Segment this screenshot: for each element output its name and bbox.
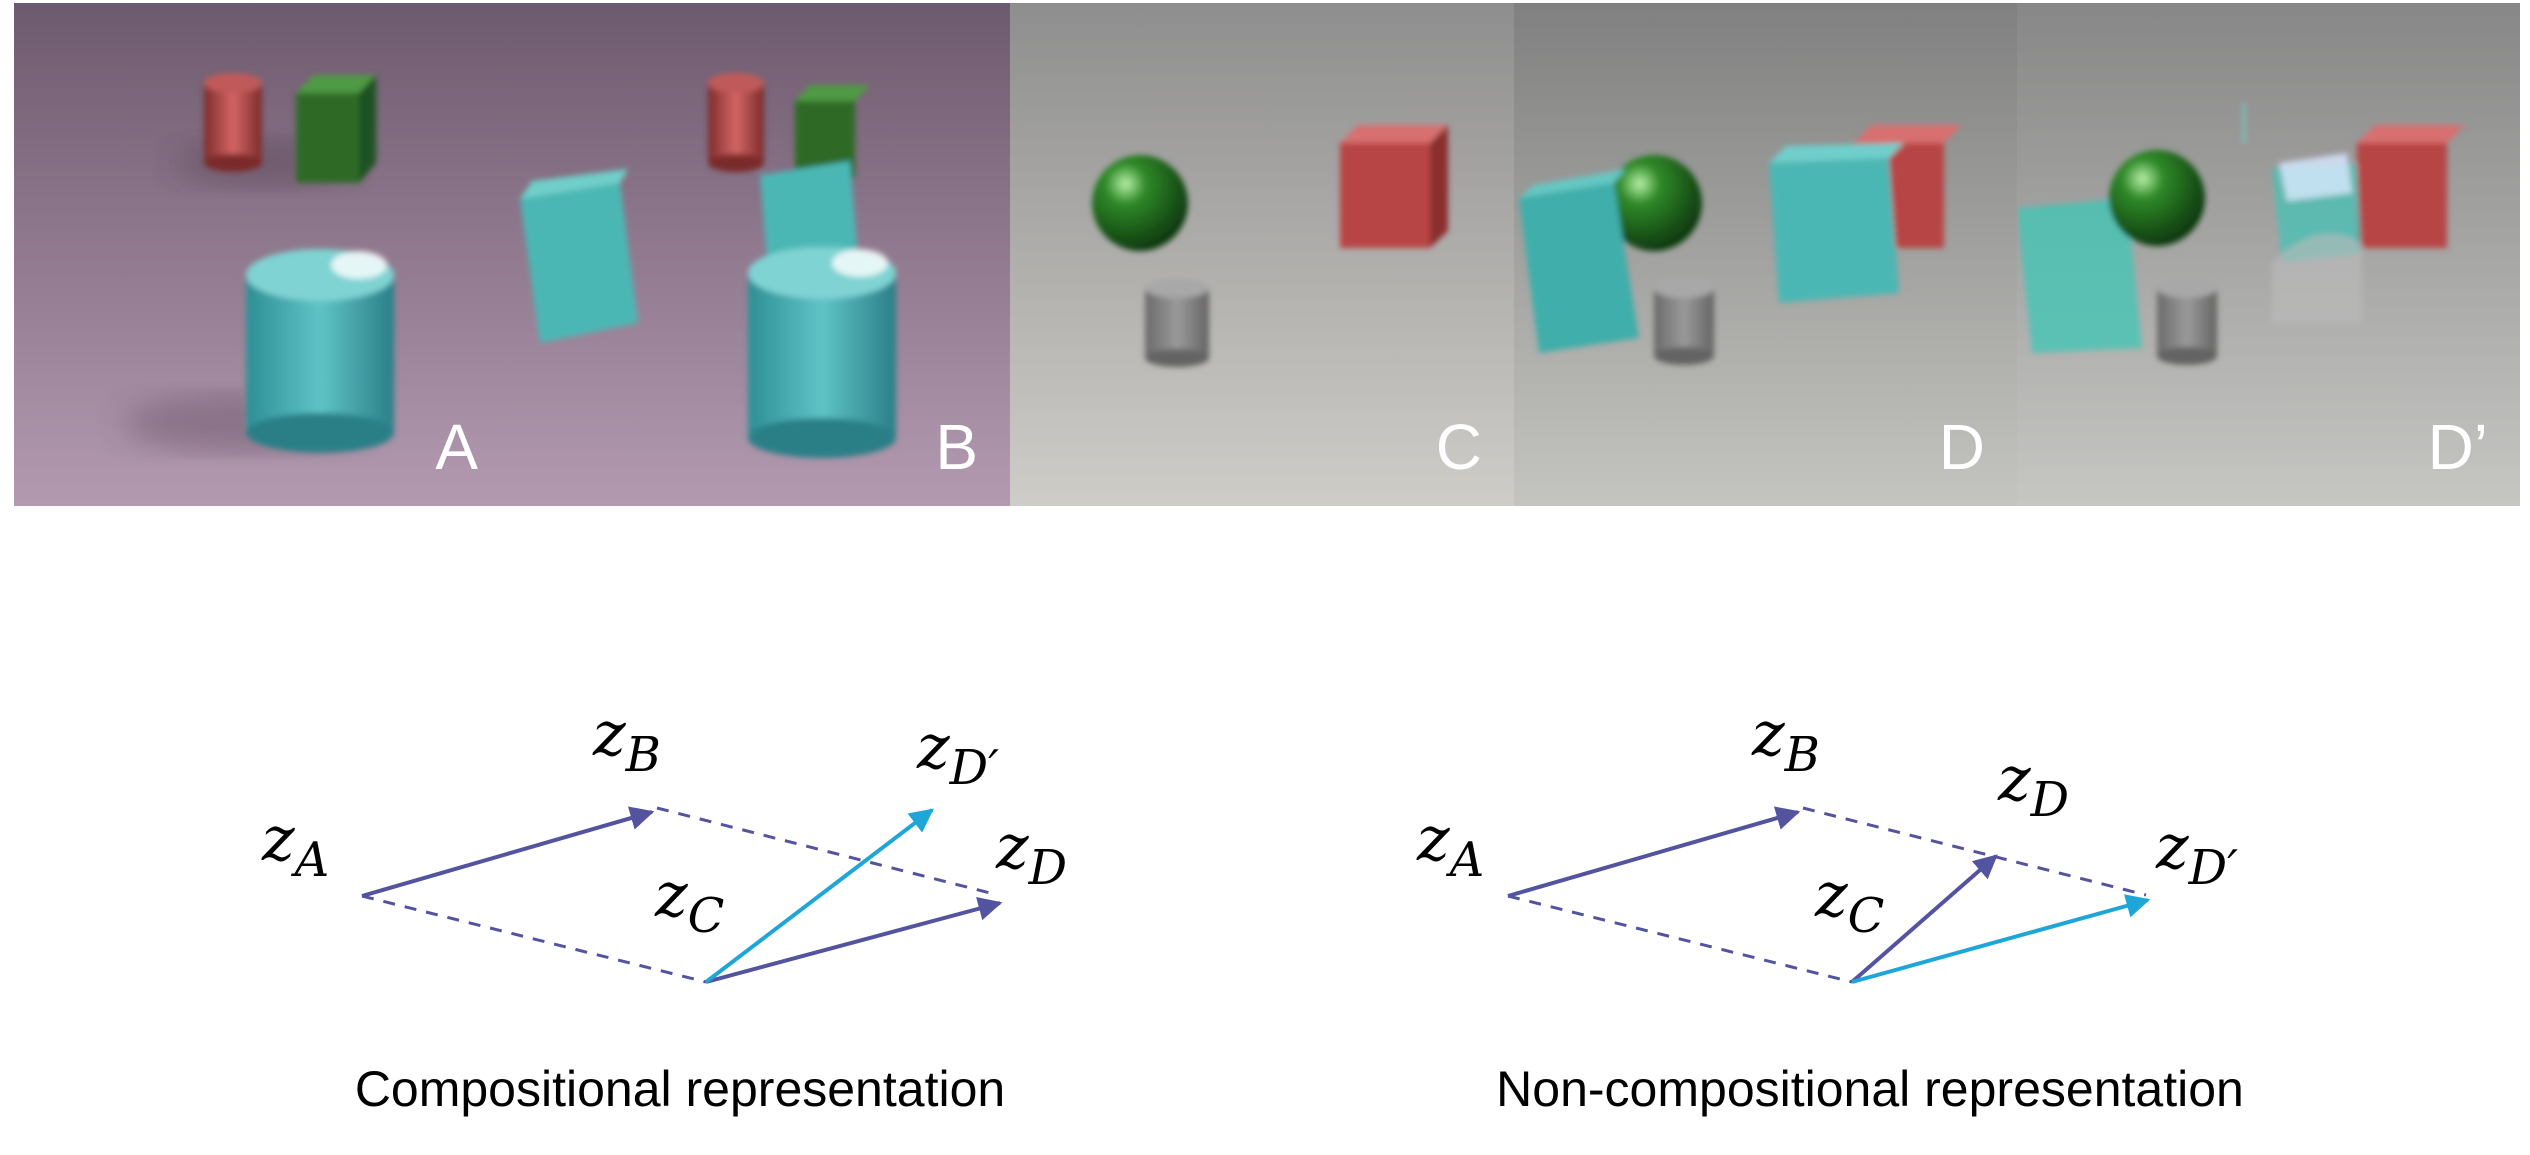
vector-c-to-d-2 <box>1850 854 1998 984</box>
label-zc-main: z <box>654 858 688 931</box>
scene-panel-d: D <box>1514 3 2017 506</box>
scene-panel-a: A <box>14 3 510 506</box>
label-zc-main-2: z <box>1814 858 1848 931</box>
scene-label-b: B <box>935 411 978 483</box>
dashed-edge-b-dp <box>1802 806 2147 897</box>
label-zd-main-2: z <box>1997 742 2031 815</box>
label-zdp-main: z <box>916 710 950 783</box>
vector-c-to-d-prime-2 <box>1851 894 2151 984</box>
svg-text:zA: zA <box>261 802 329 888</box>
label-zc-sub: C <box>688 888 725 944</box>
label-za-main-2: z <box>1416 802 1450 875</box>
label-zd-main: z <box>995 810 1029 883</box>
label-zdp-sub-2: D′ <box>2188 840 2238 896</box>
scene-label-d-prime: D’ <box>2427 411 2488 483</box>
label-za-main: z <box>261 802 295 875</box>
vector-c-to-d <box>705 897 1003 984</box>
label-zb-main: z <box>592 697 626 770</box>
scene-image-a <box>14 3 510 506</box>
scene-label-a: A <box>435 411 478 483</box>
svg-text:zC: zC <box>654 858 724 944</box>
dashed-edge-a-c <box>361 894 707 984</box>
label-zb-sub: B <box>625 727 661 783</box>
scene-panel-d-prime: D’ <box>2017 3 2520 506</box>
dashed-edge-b-d <box>656 806 999 897</box>
scene-label-d: D <box>1938 411 1985 483</box>
label-zdp-sub: D′ <box>949 740 999 796</box>
label-zd-sub: D <box>1028 840 1067 896</box>
scene-panel-b: B <box>510 3 1010 506</box>
label-zb-main-2: z <box>1751 697 1785 770</box>
non-compositional-diagram: zA zB zC zD zD′ <box>1416 697 2238 984</box>
label-zb-sub-2: B <box>1784 727 1820 783</box>
svg-text:zD′: zD′ <box>2155 810 2238 896</box>
label-zdp-main-2: z <box>2155 810 2189 883</box>
label-zc-sub-2: C <box>1848 888 1885 944</box>
caption-compositional: Compositional representation <box>354 1061 1006 1117</box>
svg-text:zC: zC <box>1814 858 1884 944</box>
svg-text:zD′: zD′ <box>916 710 999 796</box>
scene-image-c <box>1010 3 1514 506</box>
scene-image-d-prime <box>2017 3 2520 506</box>
vector-a-to-b-2 <box>1507 806 1801 898</box>
svg-text:zD: zD <box>995 810 1067 896</box>
svg-text:zD: zD <box>1997 742 2069 828</box>
label-za-sub: A <box>291 832 330 888</box>
scene-panel-c: C <box>1010 3 1514 506</box>
scene-image-d <box>1514 3 2017 506</box>
label-za-sub-2: A <box>1446 832 1485 888</box>
scene-label-c: C <box>1435 411 1482 483</box>
dashed-edge-a-c-2 <box>1507 894 1853 984</box>
vector-diagrams: zA zB zC zD′ zD zA zB zC zD <box>261 697 2238 984</box>
vector-a-to-b <box>361 806 655 898</box>
scene-image-b <box>510 3 1010 506</box>
caption-non-compositional: Non-compositional representation <box>1496 1061 2244 1117</box>
label-zd-sub-2: D <box>2030 772 2069 828</box>
vector-c-to-d-prime <box>704 808 934 984</box>
compositional-diagram: zA zB zC zD′ zD <box>261 697 1067 984</box>
svg-text:zA: zA <box>1416 802 1484 888</box>
svg-text:zB: zB <box>1751 697 1820 783</box>
svg-text:zB: zB <box>592 697 661 783</box>
